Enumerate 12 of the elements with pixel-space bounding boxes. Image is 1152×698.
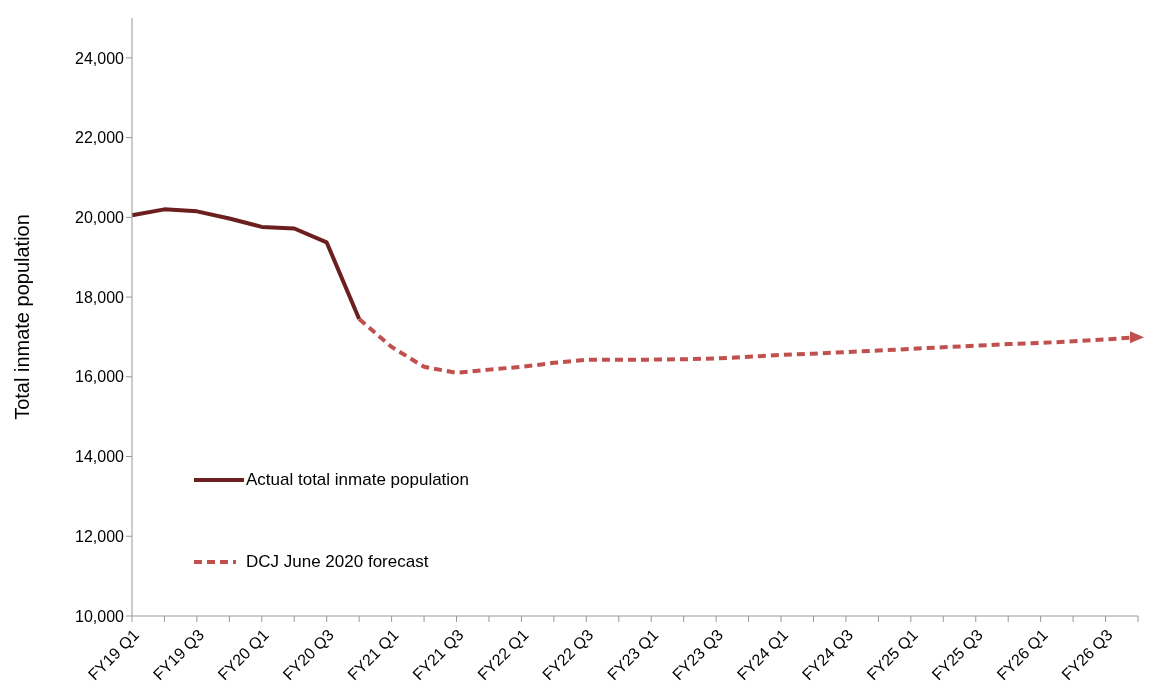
y-tick-label: 24,000: [75, 49, 125, 67]
line-series: [130, 207, 362, 321]
y-axis-title: Total inmate population: [11, 214, 34, 420]
legend-label: DCJ June 2020 forecast: [246, 552, 429, 572]
y-tick-label: 16,000: [75, 368, 125, 386]
y-tick-label: 22,000: [75, 129, 125, 147]
y-tick-label: 20,000: [75, 209, 125, 227]
y-tick-label: 12,000: [75, 527, 125, 545]
y-tick-label: 18,000: [75, 288, 125, 306]
y-tick-label: 10,000: [75, 607, 125, 625]
y-tick-label: 14,000: [75, 448, 125, 466]
legend-label: Actual total inmate population: [246, 470, 470, 490]
